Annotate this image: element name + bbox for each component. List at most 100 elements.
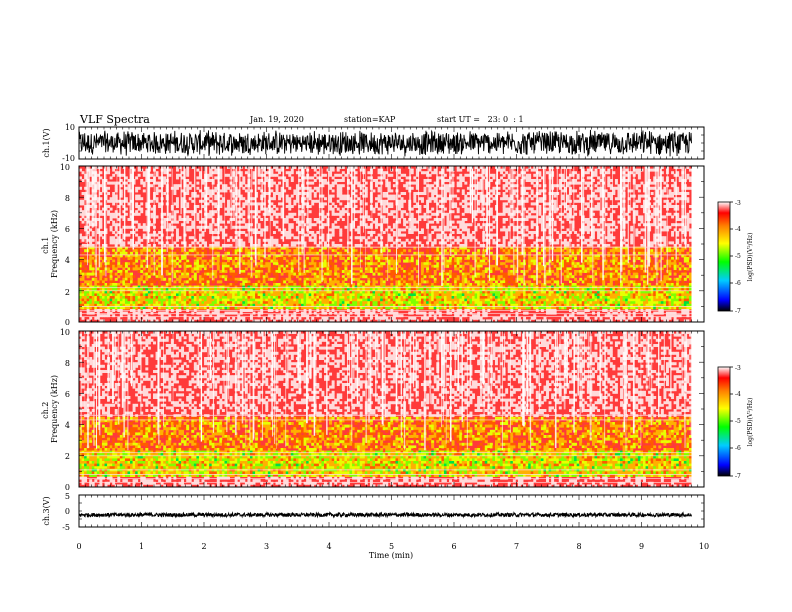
ch1-spectrogram-cell [89, 254, 93, 258]
ch1-spectrogram-cell [313, 290, 317, 294]
ch1-spectrogram-cell [413, 316, 417, 320]
ch1-spectrogram-cell [196, 257, 200, 260]
ch1-spectrogram-cell [112, 181, 116, 185]
ch1-spectrogram-cell [183, 264, 187, 268]
ch1-spectrogram-cell [326, 290, 330, 294]
ch1-spectrogram-cell [186, 246, 190, 250]
ch1-spectrogram-cell [405, 254, 409, 258]
ch1-spectrogram-cell [308, 194, 312, 198]
ch1-spectrogram-cell [237, 194, 241, 198]
ch1-spectrogram-cell [405, 257, 409, 260]
ch1-spectrogram-cell [278, 257, 282, 260]
ch1-spectrogram-cell [313, 223, 317, 227]
ch1-spectrogram-cell [428, 238, 432, 242]
ch1-spectrogram-cell [272, 259, 276, 263]
ch1-spectrogram-cell [130, 306, 133, 310]
ch1-spectrogram-cell [369, 296, 373, 299]
ch1-spectrogram-cell [89, 173, 93, 177]
ch1-spectrogram-cell [408, 275, 412, 279]
ch1-spectrogram-cell [443, 189, 447, 193]
ch1-spectrogram-cell [415, 259, 419, 263]
ch1-spectrogram-cell [163, 262, 167, 266]
ch1-spectrogram-cell [168, 296, 172, 299]
ch1-spectrogram-cell [390, 272, 394, 276]
ch1-spectrogram-cell [367, 171, 371, 175]
ch1-spectrogram-cell [147, 264, 151, 268]
ch1-spectrogram-cell [359, 298, 363, 302]
ch1-spectrogram-cell [196, 176, 200, 180]
ch1-spectrogram-cell [216, 264, 220, 268]
ch1-spectrogram-cell [242, 316, 246, 320]
ch1-spectrogram-cell [321, 225, 325, 229]
ch1-spectrogram-cell [242, 301, 246, 305]
ch1-spectrogram-cell [420, 192, 424, 195]
ch1-spectrogram-cell [288, 223, 292, 227]
ch1-spectrogram-cell [257, 283, 261, 286]
ch1-spectrogram-cell [375, 288, 378, 292]
ch1-spectrogram-cell [318, 277, 322, 281]
ch1-spectrogram-cell [293, 301, 297, 305]
ch1-spectrogram-cell [369, 233, 373, 237]
ch1-spectrogram-cell [324, 290, 327, 294]
ch1-spectrogram-cell [165, 316, 169, 320]
ch1-spectrogram-cell [198, 275, 202, 279]
ch1-spectrogram-cell [438, 285, 442, 289]
ch1-spectrogram-cell [142, 296, 146, 299]
ch1-spectrogram-cell [94, 277, 98, 281]
ch1-spectrogram-cell [79, 212, 82, 216]
ch1-spectrogram-cell [275, 272, 279, 276]
ch1-spectrogram-cell [428, 166, 432, 169]
ch1-spectrogram-cell [275, 296, 279, 299]
ch1-spectrogram-cell [303, 176, 307, 180]
ch1-spectrogram-cell [392, 184, 396, 188]
ch1-spectrogram-cell [324, 244, 327, 247]
ch1-spectrogram-cell [79, 233, 82, 237]
ch1-spectrogram-cell [352, 254, 356, 258]
ch1-spectrogram-cell [420, 262, 424, 266]
ch1-spectrogram-cell [79, 303, 82, 307]
ch1-spectrogram-cell [285, 184, 289, 188]
ch1-spectrogram-cell [443, 186, 447, 190]
ch1-spectrogram-cell [295, 251, 299, 255]
ch1-spectrogram-cell [331, 296, 335, 299]
ch1-spectrogram-cell [229, 288, 233, 292]
ch1-spectrogram-cell [341, 319, 345, 322]
ch1-spectrogram-cell [369, 303, 373, 307]
ch1-spectrogram-cell [122, 290, 126, 294]
ch1-spectrogram-cell [158, 275, 162, 279]
ch1-spectrogram-cell [163, 288, 167, 292]
ch1-spectrogram-cell [186, 280, 190, 284]
ch1-spectrogram-cell [352, 184, 356, 188]
ch1-spectrogram-cell [367, 264, 371, 268]
ch1-spectrogram-cell [249, 301, 253, 305]
ch1-spectrogram-cell [178, 264, 182, 268]
ch1-spectrogram-cell [306, 306, 310, 310]
ch1-spectrogram-cell [344, 197, 348, 201]
ch1-spectrogram-cell [382, 207, 386, 211]
ch1-spectrogram-cell [234, 303, 238, 307]
ch1-spectrogram-cell [99, 233, 103, 237]
ch1-spectrogram-cell [290, 306, 294, 310]
ch1-spectrogram-cell [344, 259, 348, 263]
ch1-spectrogram-cell [165, 293, 169, 297]
ch1-spectrogram-cell [377, 306, 381, 310]
ch1-spectrogram-cell [119, 306, 123, 310]
ch1-spectrogram-cell [441, 181, 445, 185]
ch1-spectrogram-cell [81, 246, 85, 250]
ch1-spectrogram-cell [89, 306, 93, 310]
ch1-spectrogram-cell [290, 290, 294, 294]
ch1-spectrogram-cell [451, 296, 455, 299]
ch1-spectrogram-cell [372, 210, 376, 214]
ch1-spectrogram-cell [303, 306, 307, 310]
ch1-spectrogram-cell [278, 296, 282, 299]
ch1-spectrogram-cell [214, 262, 218, 266]
ch1-spectrogram-cell [244, 298, 248, 302]
ch1-spectrogram-cell [293, 257, 297, 260]
ch1-spectrogram-cell [306, 301, 310, 305]
ch1-spectrogram-cell [206, 288, 210, 292]
ch1-spectrogram-cell [175, 298, 179, 302]
ch1-spectrogram-cell [132, 285, 136, 289]
ch1-spectrogram-cell [181, 205, 185, 208]
ch1-spectrogram-cell [415, 283, 419, 286]
ch1-spectrogram-cell [288, 301, 292, 305]
